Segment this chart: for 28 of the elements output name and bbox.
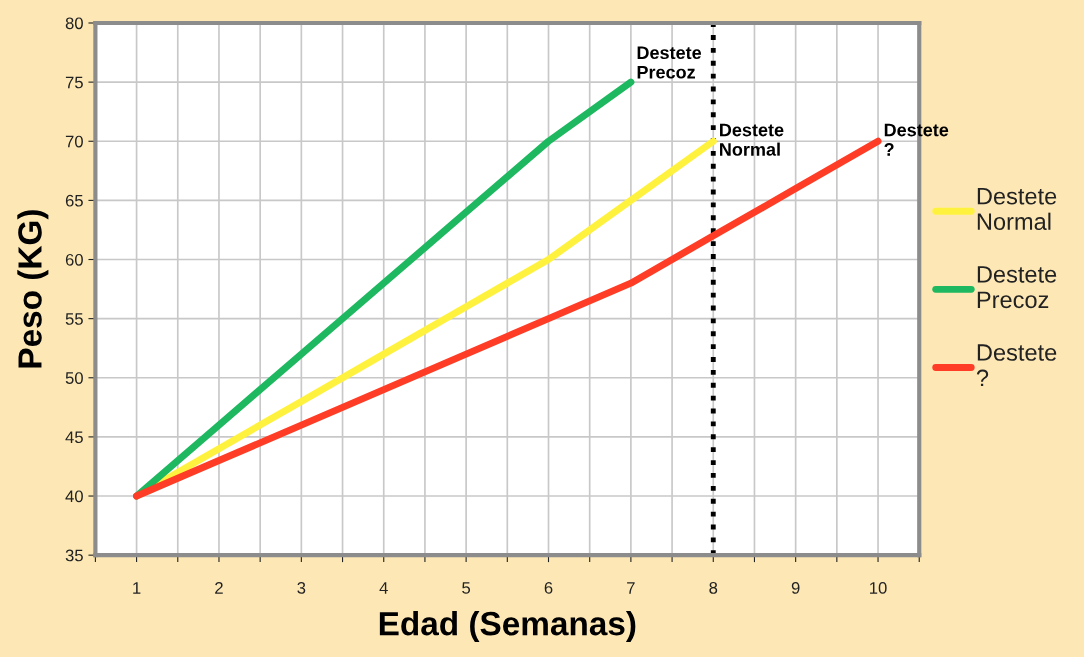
y-tick-label: 45 — [65, 431, 83, 444]
x-tick-label: 2 — [215, 581, 223, 594]
legend-label: Destete Precoz — [977, 266, 1057, 309]
y-tick-label: 65 — [65, 194, 83, 207]
y-tick-label: 50 — [65, 372, 83, 384]
x-tick-label: 1 — [133, 582, 141, 594]
x-tick-label: 7 — [627, 582, 635, 594]
annotation: Destete Normal — [720, 123, 784, 156]
x-tick-label: 6 — [544, 581, 553, 594]
y-tick-label: 80 — [65, 17, 83, 30]
y-axis-title: Peso (KG) — [17, 210, 49, 368]
y-tick-label: 70 — [65, 135, 83, 148]
y-tick-label: 55 — [65, 313, 83, 325]
x-tick-label: 9 — [791, 581, 800, 594]
y-tick-label: 75 — [65, 76, 83, 89]
legend-label: Destete Normal — [977, 188, 1057, 230]
x-axis-title: Edad (Semanas) — [379, 610, 636, 643]
x-tick-label: 3 — [297, 581, 306, 594]
y-tick-label: 35 — [65, 549, 83, 562]
annotation: Destete Precoz — [637, 46, 702, 79]
x-tick-label: 5 — [462, 582, 471, 594]
annotation: Destete ? — [884, 123, 949, 156]
y-tick-label: 40 — [65, 490, 83, 503]
x-tick-label: 10 — [870, 581, 887, 594]
x-tick-label: 8 — [709, 581, 718, 594]
y-tick-label: 60 — [65, 253, 83, 266]
legend-label: Destete ? — [976, 344, 1057, 387]
x-tick-label: 4 — [379, 582, 388, 594]
